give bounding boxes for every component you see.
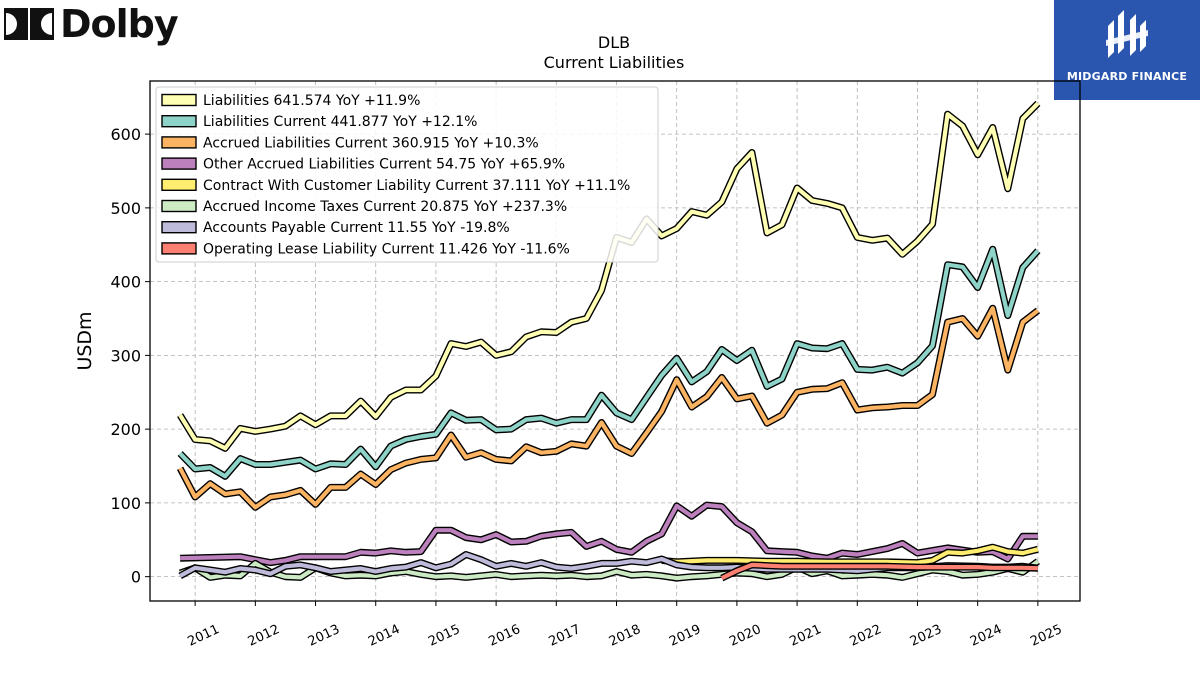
x-tick-label: 2014: [366, 622, 402, 650]
series-line-liabilities-current: [178, 247, 1040, 479]
x-tick-label: 2025: [1028, 622, 1064, 650]
legend-label: Liabilities 641.574 YoY +11.9%: [203, 93, 420, 109]
y-tick-label: 500: [110, 199, 141, 218]
series-line-contract-with-customer-liability-current: [661, 545, 1039, 565]
x-tick-label: 2018: [607, 622, 643, 650]
x-tick-label: 2011: [186, 622, 222, 650]
legend-label: Accrued Income Taxes Current 20.875 YoY …: [203, 199, 567, 215]
legend-swatch: [161, 114, 197, 128]
legend-swatch: [161, 136, 197, 149]
series-lines: [176, 100, 1041, 582]
series-outline-liabilities-current: [177, 245, 1041, 480]
legend-label: Accounts Payable Current 11.55 YoY -19.8…: [203, 220, 510, 236]
legend-swatch: [161, 220, 197, 234]
y-tick-label: 600: [110, 125, 141, 144]
x-tick-label: 2022: [848, 622, 884, 650]
plot-frame: [149, 80, 1081, 602]
midgard-finance-badge: MIDGARD FINANCE: [1054, 0, 1200, 100]
y-tick-label: 200: [110, 420, 141, 439]
brand-name: Dolby: [60, 2, 179, 46]
y-tick-label: 300: [110, 346, 141, 365]
x-tick-label: 2017: [547, 622, 583, 650]
legend-swatch: [161, 199, 197, 213]
x-tick-label: 2024: [968, 622, 1004, 650]
legend-swatch: [161, 242, 197, 255]
x-tick-label: 2015: [426, 622, 462, 650]
x-tick-label: 2012: [246, 622, 282, 650]
chart-subtitle: Current Liabilities: [544, 53, 685, 72]
series-line-liabilities: [178, 101, 1040, 451]
series-line-operating-lease-liability-current: [720, 562, 1038, 580]
x-tick-label: 2023: [908, 622, 944, 650]
legend-label: Accrued Liabilities Current 360.915 YoY …: [203, 135, 539, 151]
series-line-accounts-payable-current: [179, 552, 1039, 578]
legend-label: Other Accrued Liabilities Current 54.75 …: [203, 157, 565, 173]
legend-swatch: [161, 93, 197, 107]
x-tick-label: 2016: [486, 622, 522, 650]
legend-label: Liabilities Current 441.877 YoY +12.1%: [203, 114, 477, 130]
badge-text: MIDGARD FINANCE: [1066, 70, 1188, 83]
legend-label: Contract With Customer Liability Current…: [203, 178, 630, 194]
legend-label: Operating Lease Liability Current 11.426…: [203, 241, 570, 257]
chart-title: DLB: [598, 33, 630, 52]
x-tick-label: 2013: [306, 622, 342, 650]
x-tick-label: 2021: [787, 622, 823, 650]
y-axis-label: USDm: [74, 311, 96, 370]
legend-swatch: [161, 178, 197, 192]
series-outline-other-accrued-liabilities-current: [180, 501, 1038, 567]
x-tick-label: 2019: [667, 622, 703, 650]
midgard-logo-icon: [1106, 10, 1148, 58]
x-tick-label: 2020: [727, 622, 763, 650]
y-tick-label: 400: [110, 273, 141, 292]
legend-swatch: [161, 157, 197, 170]
y-tick-label: 0: [131, 568, 141, 587]
brand-logo: Dolby: [4, 2, 179, 46]
legend: Liabilities 641.574 YoY +11.9% Liabilitie…: [155, 86, 659, 263]
series-line-accrued-liabilities-current: [178, 306, 1040, 510]
series-line-other-accrued-liabilities-current: [180, 503, 1038, 565]
legend-box: [155, 86, 659, 263]
dolby-double-d-icon: [4, 8, 54, 40]
y-tick-label: 100: [110, 494, 141, 513]
